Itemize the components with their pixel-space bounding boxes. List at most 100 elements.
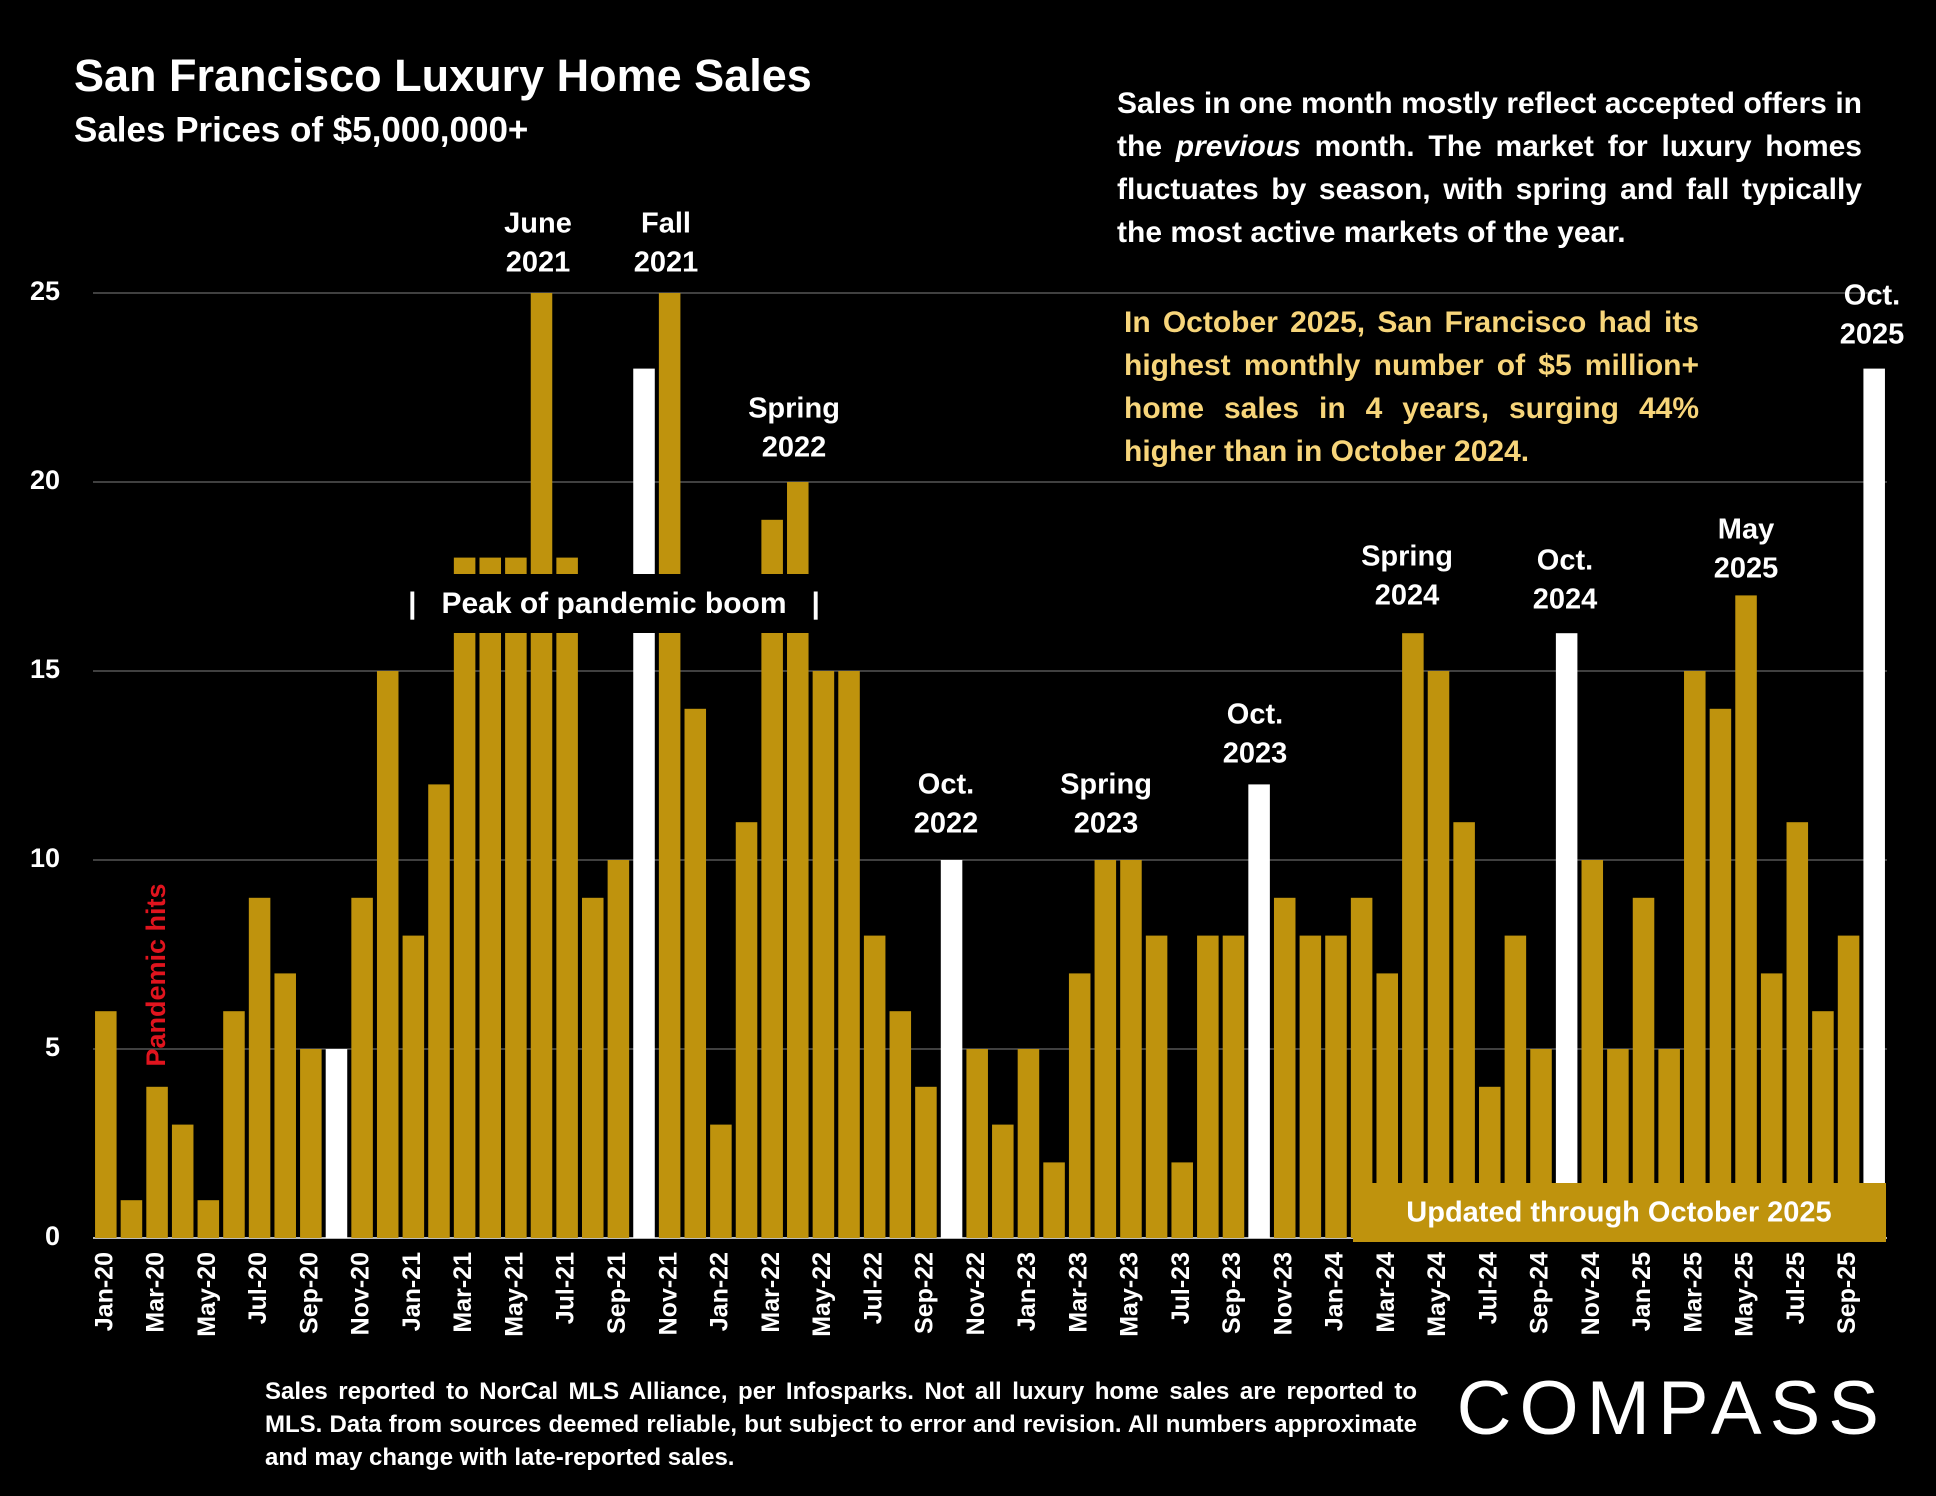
bar	[966, 1049, 988, 1238]
x-tick-label: May-25	[1731, 1252, 1759, 1337]
note-text: Sales in one month mostly reflect accept…	[1117, 87, 1862, 163]
annotation: Fall	[641, 208, 691, 240]
bar	[1171, 1162, 1193, 1238]
annotation: June	[504, 208, 572, 240]
annotation: 2023	[1074, 808, 1139, 840]
note-emphasis: previous	[1175, 130, 1301, 163]
bar	[658, 293, 681, 1238]
bar	[889, 1011, 912, 1238]
x-tick-label: Mar-24	[1372, 1252, 1400, 1333]
bar	[838, 671, 860, 1238]
x-tick-label: Nov-22	[962, 1252, 990, 1335]
x-tick-label: Jul-20	[244, 1252, 272, 1324]
x-tick-label: Jul-24	[1474, 1252, 1502, 1324]
x-tick-label: Jul-23	[1167, 1252, 1195, 1324]
x-tick-label: Jan-23	[1013, 1252, 1041, 1331]
y-tick-label: 0	[45, 1221, 60, 1251]
bar	[1709, 708, 1732, 1238]
annotation: May	[1718, 514, 1774, 546]
bar	[1145, 935, 1168, 1238]
pandemic-label: Pandemic hits	[141, 883, 171, 1066]
bar	[1786, 822, 1809, 1238]
y-tick-label: 25	[30, 276, 60, 306]
bar	[1555, 633, 1578, 1238]
x-tick-label: Jul-22	[859, 1252, 887, 1324]
bar	[171, 1124, 194, 1238]
annotation: Spring	[1060, 769, 1152, 801]
y-tick-label: 20	[30, 465, 60, 495]
updated-label: Updated through October 2025	[1406, 1197, 1831, 1229]
x-tick-label: Nov-23	[1269, 1252, 1297, 1335]
bar	[812, 671, 835, 1238]
x-tick-label: Sep-25	[1833, 1252, 1861, 1334]
bar	[1863, 368, 1885, 1239]
x-tick-label: Jan-20	[90, 1252, 118, 1331]
bar	[1453, 822, 1475, 1238]
bar	[607, 860, 630, 1238]
x-tick-label: May-22	[808, 1252, 836, 1337]
bar	[1325, 935, 1347, 1238]
band-strip	[405, 574, 823, 633]
x-tick-label: Jan-25	[1628, 1252, 1656, 1331]
bar	[300, 1049, 322, 1238]
bar	[1812, 1011, 1834, 1238]
annotation: 2022	[914, 808, 979, 840]
x-tick-label: May-23	[1116, 1252, 1144, 1337]
note-text: month. The market for luxury homes fluct…	[1117, 130, 1862, 249]
bar	[120, 1200, 143, 1238]
x-tick-label: Nov-20	[347, 1252, 375, 1335]
bar	[556, 557, 578, 1238]
chart-title: San Francisco Luxury Home Sales	[74, 50, 812, 101]
brand-logo: COMPASS	[1457, 1366, 1887, 1451]
bar	[146, 1086, 168, 1238]
bar	[940, 860, 963, 1238]
bar	[1068, 973, 1091, 1238]
highlight-note: In October 2025, San Francisco had its h…	[1124, 306, 1699, 468]
bar	[1350, 897, 1373, 1238]
bar	[453, 557, 476, 1238]
x-tick-label: Mar-25	[1679, 1252, 1707, 1333]
chart-subtitle: Sales Prices of $5,000,000+	[74, 110, 528, 149]
x-tick-label: Jul-21	[552, 1252, 580, 1324]
bar	[1248, 784, 1270, 1238]
bar	[735, 822, 758, 1238]
x-tick-label: May-21	[500, 1252, 528, 1337]
bar	[351, 897, 373, 1238]
x-tick-label: Jan-21	[398, 1252, 426, 1331]
bar	[1120, 860, 1142, 1238]
bar	[95, 1011, 117, 1238]
annotation: Oct.	[1844, 280, 1900, 312]
x-tick-label: Jan-24	[1321, 1252, 1349, 1331]
bar	[402, 935, 425, 1238]
annotation: 2024	[1375, 580, 1440, 612]
bar	[1273, 897, 1296, 1238]
x-tick-label: Sep-21	[603, 1252, 631, 1334]
bar	[1222, 935, 1245, 1238]
bar	[530, 293, 553, 1238]
bar	[274, 973, 296, 1238]
x-tick-label: Nov-24	[1577, 1252, 1605, 1335]
annotation: 2021	[634, 247, 699, 279]
bar	[761, 519, 783, 1238]
footnote: Sales reported to NorCal MLS Alliance, p…	[265, 1378, 1417, 1471]
updated-box	[1353, 1183, 1886, 1242]
annotation: 2025	[1714, 553, 1779, 585]
bar	[633, 368, 655, 1239]
annotation: 2022	[762, 432, 827, 464]
bar	[223, 1011, 245, 1238]
bar	[1017, 1049, 1040, 1238]
annotation: Spring	[748, 393, 840, 425]
bar	[1043, 1162, 1065, 1238]
bar	[1632, 897, 1655, 1238]
x-tick-label: May-24	[1423, 1252, 1451, 1337]
bar	[505, 557, 527, 1238]
x-tick-label: Sep-23	[1218, 1252, 1246, 1334]
bar	[1504, 935, 1527, 1238]
x-tick-label: Mar-23	[1064, 1252, 1092, 1333]
x-tick-label: Sep-22	[911, 1252, 939, 1334]
bar	[581, 897, 604, 1238]
y-tick-label: 15	[30, 654, 60, 684]
annotation: Oct.	[918, 769, 974, 801]
bar	[479, 557, 502, 1238]
